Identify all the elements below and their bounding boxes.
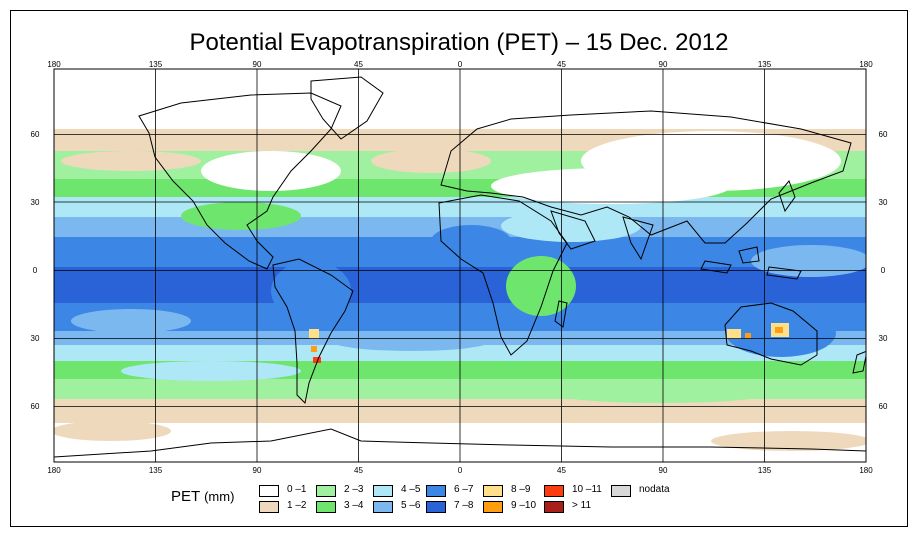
legend-item-label: 4 –5 (401, 484, 421, 495)
lon-label: 90 (253, 60, 262, 69)
legend-item-label: 1 –2 (287, 500, 307, 511)
lon-label: 135 (758, 60, 772, 69)
legend-item-label: 6 –7 (454, 484, 474, 495)
lon-label: 180 (859, 466, 873, 475)
legend-swatch (259, 485, 279, 497)
lat-label: 30 (879, 334, 888, 343)
pet-field (54, 69, 866, 462)
coastlines (54, 76, 866, 458)
lon-label: 90 (659, 60, 668, 69)
legend-swatch (544, 501, 564, 513)
lon-label: 135 (149, 466, 163, 475)
lon-labels-bottom: 180 135 90 45 0 45 90 135 180 (47, 466, 873, 475)
lon-labels-top: 180 135 90 45 0 45 90 135 180 (47, 60, 873, 69)
legend-item-label: 3 –4 (344, 500, 364, 511)
lat-label: 60 (31, 402, 40, 411)
legend-swatch (259, 501, 279, 513)
graticule (54, 69, 866, 462)
legend-item-label: 9 –10 (511, 500, 537, 511)
lon-label: 45 (354, 60, 363, 69)
lat-label: 30 (31, 198, 40, 207)
map-border (53, 68, 867, 463)
lon-label: 45 (557, 60, 566, 69)
legend-item-label: 10 –11 (572, 484, 602, 495)
legend-unit: (mm) (204, 489, 235, 504)
legend-item-label: 2 –3 (344, 484, 364, 495)
lon-label: 135 (758, 466, 772, 475)
legend-item-label: 8 –9 (511, 484, 531, 495)
legend-swatch (373, 501, 393, 513)
lat-label: 60 (879, 402, 888, 411)
lon-label: 180 (859, 60, 873, 69)
legend-swatch (373, 485, 393, 497)
legend-swatch (544, 485, 564, 497)
legend-item-label: > 11 (572, 500, 591, 511)
lon-label: 90 (659, 466, 668, 475)
legend-swatch (483, 501, 503, 513)
legend-swatch (611, 485, 631, 497)
legend-swatch (316, 485, 336, 497)
lat-label: 30 (879, 198, 888, 207)
legend-title: PET (mm) (171, 488, 234, 505)
lon-label: 45 (557, 466, 566, 475)
lat-labels-left: 60 30 0 30 60 (31, 130, 40, 411)
legend-swatch (426, 485, 446, 497)
legend-item-label: 7 –8 (454, 500, 474, 511)
pet-map: 180 135 90 45 0 45 90 135 180 180 135 90… (31, 60, 888, 475)
legend-item-label: 0 –1 (287, 484, 307, 495)
lon-label: 180 (47, 60, 61, 69)
lat-label: 60 (879, 130, 888, 139)
lat-label: 0 (33, 266, 38, 275)
legend-title-text: PET (171, 488, 200, 505)
map-title: Potential Evapotranspiration (PET) – 15 … (189, 29, 729, 56)
lat-label: 0 (881, 266, 886, 275)
lat-label: 30 (31, 334, 40, 343)
legend-swatch (316, 501, 336, 513)
lon-label: 45 (354, 466, 363, 475)
lat-labels-right: 60 30 0 30 60 (879, 130, 888, 411)
lon-label: 0 (458, 466, 463, 475)
lon-label: 0 (458, 60, 463, 69)
legend-swatch (483, 485, 503, 497)
lon-label: 135 (149, 60, 163, 69)
legend-item-label: 5 –6 (401, 500, 421, 511)
figure-frame: Potential Evapotranspiration (PET) – 15 … (10, 10, 908, 527)
legend-item-label: nodata (639, 484, 670, 495)
lon-label: 180 (47, 466, 61, 475)
lat-label: 60 (31, 130, 40, 139)
lon-label: 90 (253, 466, 262, 475)
legend-swatch (426, 501, 446, 513)
